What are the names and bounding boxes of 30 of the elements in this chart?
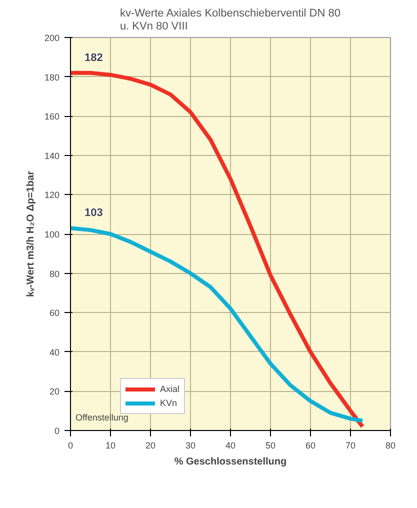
x-tick-label: 80 <box>385 440 396 450</box>
line-series <box>70 226 364 423</box>
y-tick-label: 160 <box>44 112 60 122</box>
y-tick-label: 200 <box>44 33 60 43</box>
x-tick-label: 50 <box>265 440 276 450</box>
x-tick-label: 20 <box>145 440 156 450</box>
chart-title: kv-Werte Axiales Kolbenschieberventil DN 80 u. KVn 80 VIII <box>120 7 340 32</box>
legend-label: KVn <box>160 397 178 409</box>
x-tick-label: 30 <box>185 440 196 450</box>
y-tick-label: 20 <box>49 386 60 397</box>
y-tick-label: 100 <box>44 230 60 240</box>
annotation: 103 <box>84 207 103 220</box>
annotation: 182 <box>84 52 103 64</box>
line-series <box>70 70 364 429</box>
y-tick-label: 0 <box>54 426 60 436</box>
y-tick-label: 140 <box>44 150 60 161</box>
x-tick-label: 70 <box>345 440 356 450</box>
y-tick-label: 180 <box>44 72 60 82</box>
y-axis-title: kᵥ-Wert m3/h H₂O Δp=1bar <box>25 170 36 297</box>
y-tick-label: 80 <box>49 268 60 279</box>
x-tick-label: 0 <box>68 440 74 450</box>
y-tick-label: 120 <box>44 190 60 200</box>
x-tick-label: 60 <box>305 440 316 450</box>
y-tick-label: 60 <box>49 308 60 318</box>
y-tick-label: 40 <box>49 347 60 358</box>
x-tick-label: 10 <box>105 440 116 450</box>
legend-label: Axial <box>160 383 180 395</box>
x-axis-title: % Geschlossenstellung <box>174 456 287 468</box>
annotation: Offenstellung <box>76 412 128 422</box>
x-tick-label: 40 <box>225 440 236 450</box>
